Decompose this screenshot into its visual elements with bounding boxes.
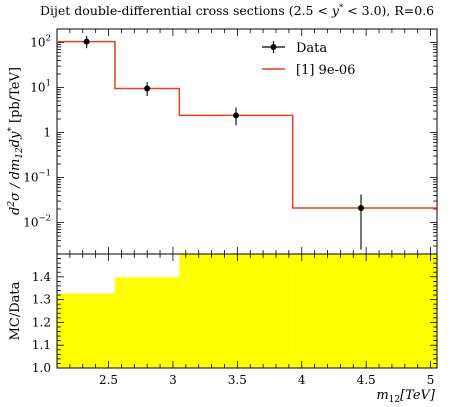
xtick-label: 4 [298, 373, 306, 387]
xtick-label: 4.5 [357, 373, 376, 387]
lower-panel: 1.0 1.1 1.2 1.3 1.4 2.5 3 3.5 4 4.5 5 MC/Data m12… [8, 253, 438, 405]
upper-ylabel: d2σ / dm12dy* [pb/TeV] [7, 67, 25, 215]
prediction-histogram [57, 40, 437, 209]
data-point [144, 85, 151, 92]
data-point [83, 38, 90, 45]
upper-ytick-label: 1 [43, 126, 51, 140]
legend-data-marker [270, 44, 277, 50]
upper-frame [56, 28, 438, 255]
data-point [358, 205, 364, 212]
data-series [83, 35, 364, 250]
upper-ytick-label: 101 [30, 79, 51, 95]
ratio-bin [292, 254, 437, 368]
lower-frame [56, 253, 438, 369]
xtick-labels: 2.5 3 3.5 4 4.5 5 [99, 373, 434, 387]
upper-ticks [57, 28, 437, 255]
xlabel: m12[TeV] [376, 388, 436, 405]
chart-title: Dijet double-differential cross sections… [40, 3, 434, 18]
lower-ytick-labels: 1.0 1.1 1.2 1.3 1.4 [32, 270, 51, 375]
lower-ytick-label: 1.1 [32, 338, 51, 352]
xtick-label: 3 [169, 373, 177, 387]
upper-ytick-label: 102 [30, 34, 51, 50]
lower-ytick-label: 1.0 [32, 361, 51, 375]
lower-ticks [57, 253, 437, 369]
upper-panel: 102 101 1 10−1 10−2 Data [1] 9e-06 d2σ / dm1… [7, 28, 438, 255]
ratio-bin [57, 293, 115, 368]
legend-mc-label: [1] 9e-06 [296, 63, 355, 78]
ratio-band [57, 254, 437, 368]
legend-data-label: Data [296, 41, 327, 56]
prediction-series [57, 40, 437, 209]
upper-ytick-labels: 102 101 1 10−1 10−2 [23, 34, 51, 230]
lower-ylabel: MC/Data [8, 281, 23, 340]
upper-ytick-label: 10−2 [23, 214, 51, 230]
upper-ytick-label: 10−1 [23, 169, 51, 185]
lower-ytick-label: 1.4 [32, 270, 51, 284]
ratio-bin [114, 277, 180, 368]
lower-ytick-label: 1.2 [32, 315, 51, 329]
data-point [233, 112, 240, 119]
lower-ytick-label: 1.3 [32, 293, 51, 307]
xtick-label: 3.5 [228, 373, 247, 387]
ratio-bin [179, 254, 293, 368]
xtick-label: 2.5 [99, 373, 118, 387]
xtick-label: 5 [427, 373, 435, 387]
legend: Data [1] 9e-06 [262, 41, 355, 78]
